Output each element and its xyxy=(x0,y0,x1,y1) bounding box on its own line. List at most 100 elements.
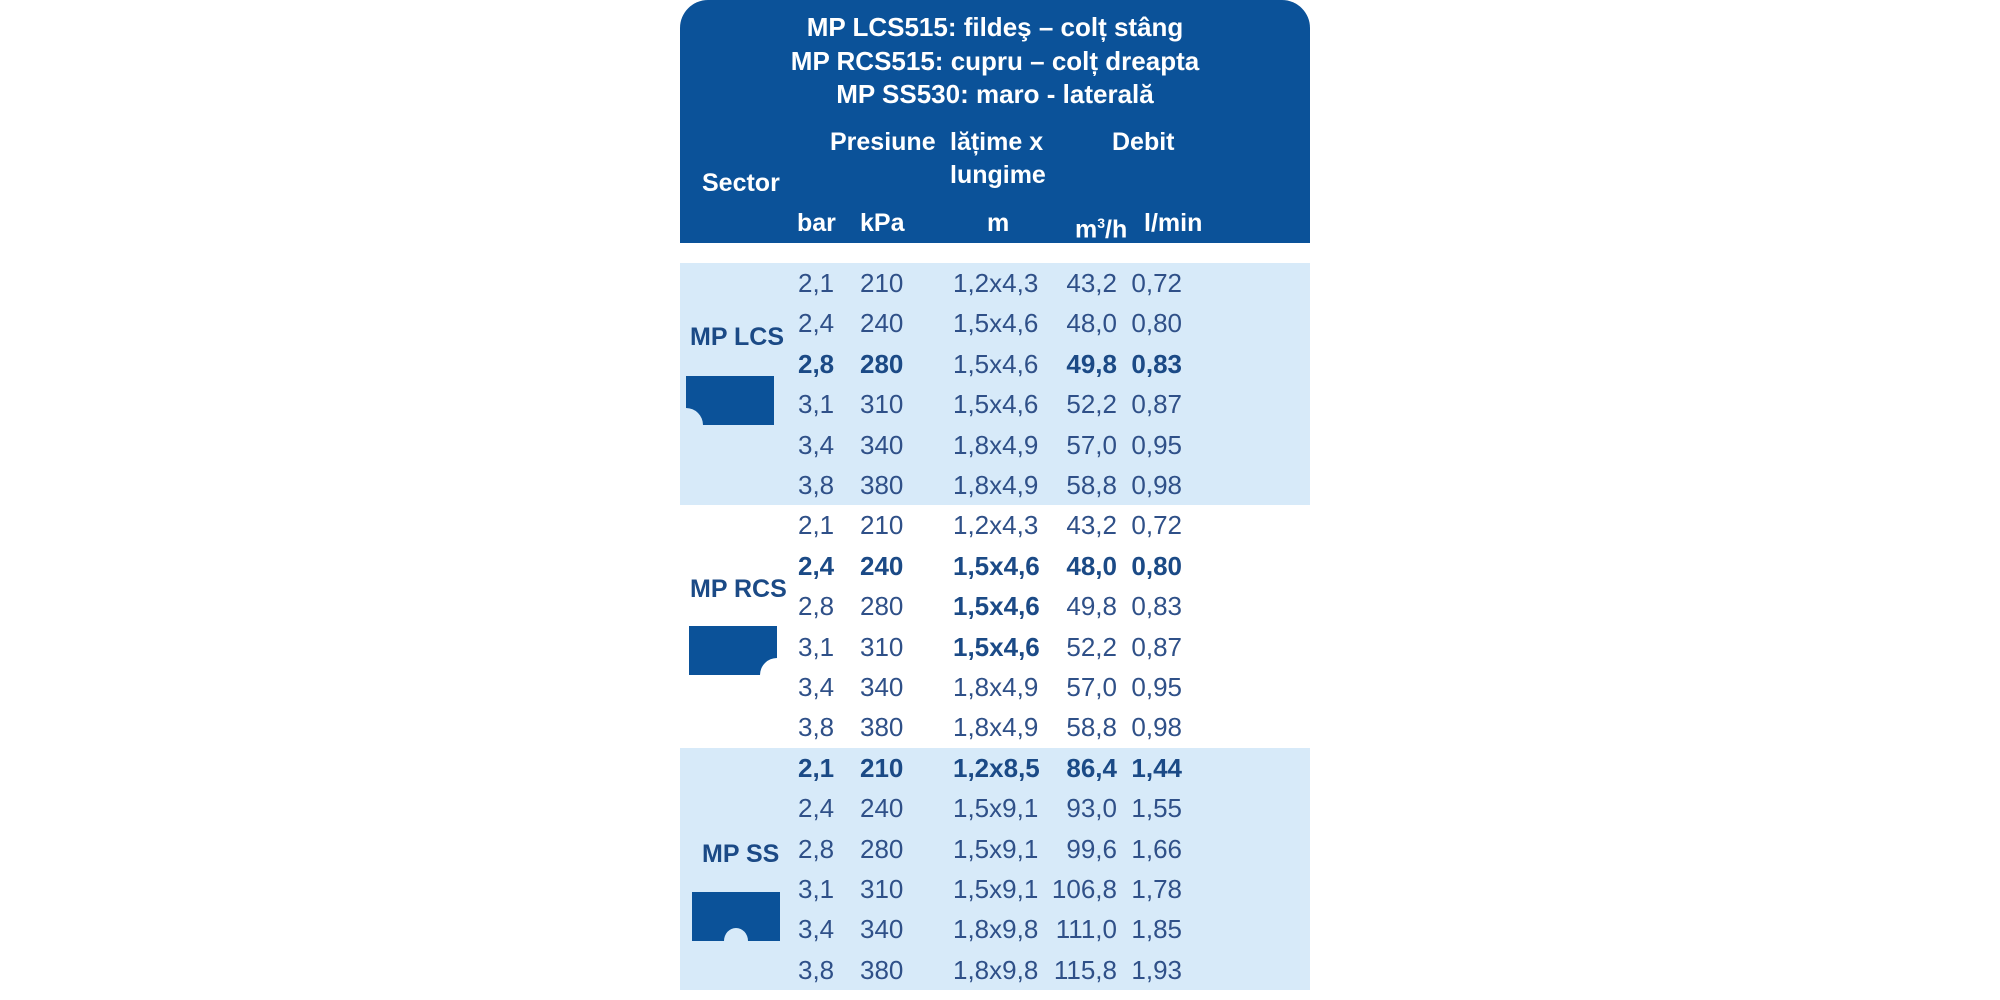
table-row: 2,8 280 1,5x4,6 49,8 0,83 xyxy=(680,344,1310,384)
cell-bar: 2,4 xyxy=(798,550,835,581)
sector-label-ss: MP SS xyxy=(702,840,780,868)
table-row: 2,4 240 1,5x9,1 93,0 1,55 xyxy=(680,788,1310,828)
cell-kpa: 310 xyxy=(860,389,904,420)
cell-flow-lmin: 0,95 xyxy=(1131,672,1182,702)
table-row: 3,8 380 1,8x4,9 58,8 0,98 xyxy=(680,465,1310,505)
cell-flow-lmin: 0,83 xyxy=(1131,348,1182,379)
cell-bar: 3,8 xyxy=(798,470,835,500)
header-sector: Sector xyxy=(702,169,780,197)
cell-size: 1,5x4,6 xyxy=(953,631,1040,662)
cell-size: 1,5x4,6 xyxy=(953,308,1039,339)
cell-bar: 2,8 xyxy=(798,833,835,864)
cell-flow-m3h: 99,6 xyxy=(1066,833,1117,864)
cell-flow-lmin: 1,66 xyxy=(1131,833,1182,864)
nozzle-performance-table: MP LCS515: fildeş – colț stâng MP RCS515… xyxy=(680,0,1310,1000)
cell-flow-lmin: 0,87 xyxy=(1131,389,1182,420)
table-row: 3,1 310 1,5x9,1 106,8 1,78 xyxy=(680,869,1310,909)
header-presiune: Presiune xyxy=(830,128,936,156)
table-row: 2,4 240 1,5x4,6 48,0 0,80 xyxy=(680,303,1310,343)
unit-bar: bar xyxy=(797,209,836,237)
cell-flow-m3h: 115,8 xyxy=(1053,954,1117,985)
cell-kpa: 280 xyxy=(860,591,904,622)
cell-bar: 3,1 xyxy=(798,389,835,420)
header-debit: Debit xyxy=(1112,128,1175,156)
cell-size: 1,8x4,9 xyxy=(953,470,1039,500)
unit-m: m xyxy=(987,209,1010,237)
side-strip-sector-icon xyxy=(692,892,780,941)
cell-bar: 2,1 xyxy=(798,510,835,541)
cell-flow-m3h: 58,8 xyxy=(1066,712,1117,743)
cell-kpa: 240 xyxy=(860,793,904,824)
cell-flow-lmin: 1,93 xyxy=(1131,954,1182,985)
cell-flow-lmin: 0,87 xyxy=(1131,631,1182,662)
cell-flow-m3h: 48,0 xyxy=(1066,550,1117,581)
sector-label-lcs: MP LCS xyxy=(690,323,784,351)
table-row: 2,8 280 1,5x4,6 49,8 0,83 xyxy=(680,586,1310,626)
cell-size: 1,2x8,5 xyxy=(953,752,1040,783)
cell-kpa: 310 xyxy=(860,874,904,904)
table-row: 2,1 210 1,2x4,3 43,2 0,72 xyxy=(680,505,1310,545)
cell-size: 1,8x4,9 xyxy=(953,712,1039,743)
unit-kpa: kPa xyxy=(860,209,905,237)
cell-size: 1,8x4,9 xyxy=(953,429,1039,460)
table-row: 3,4 340 1,8x4,9 57,0 0,95 xyxy=(680,667,1310,707)
cell-flow-m3h: 43,2 xyxy=(1066,268,1117,298)
title-line-lcs: MP LCS515: fildeş – colț stâng xyxy=(806,12,1184,42)
title-line-rcs: MP RCS515: cupru – colț dreapta xyxy=(790,46,1200,76)
cell-bar: 3,1 xyxy=(798,874,835,904)
cell-flow-m3h: 52,2 xyxy=(1066,631,1117,662)
table-row: 2,8 280 1,5x9,1 99,6 1,66 xyxy=(680,829,1310,869)
cell-flow-lmin: 0,80 xyxy=(1131,308,1182,339)
cell-flow-m3h: 57,0 xyxy=(1066,429,1117,460)
cell-flow-m3h: 57,0 xyxy=(1066,672,1117,702)
cell-bar: 3,1 xyxy=(798,631,835,662)
cell-flow-lmin: 0,95 xyxy=(1131,429,1182,460)
cell-size: 1,2x4,3 xyxy=(953,268,1039,298)
cell-size: 1,2x4,3 xyxy=(953,510,1039,541)
cell-flow-lmin: 0,83 xyxy=(1131,591,1182,622)
cell-kpa: 340 xyxy=(860,672,904,702)
cell-kpa: 210 xyxy=(860,752,904,783)
cell-kpa: 210 xyxy=(860,268,904,298)
unit-m3h-base: m xyxy=(1075,215,1098,244)
cell-flow-m3h: 93,0 xyxy=(1066,793,1117,824)
cell-kpa: 380 xyxy=(860,954,904,985)
cell-size: 1,5x9,1 xyxy=(953,793,1039,824)
table-row: 3,4 340 1,8x9,8 111,0 1,85 xyxy=(680,909,1310,949)
cell-kpa: 240 xyxy=(860,308,904,339)
cell-flow-lmin: 0,98 xyxy=(1131,712,1182,743)
table-row: 3,8 380 1,8x4,9 58,8 0,98 xyxy=(680,707,1310,747)
right-corner-sector-icon xyxy=(689,626,777,675)
cell-size: 1,5x4,6 xyxy=(953,389,1039,420)
cell-flow-m3h: 111,0 xyxy=(1055,914,1117,945)
header-latime: lățime x xyxy=(950,128,1044,156)
cell-flow-m3h: 49,8 xyxy=(1066,591,1117,622)
cell-kpa: 210 xyxy=(860,510,904,541)
unit-m3h: m3/h xyxy=(1075,207,1127,245)
cell-kpa: 340 xyxy=(860,429,904,460)
cell-flow-m3h: 43,2 xyxy=(1066,510,1117,541)
cell-kpa: 280 xyxy=(860,833,904,864)
cell-flow-lmin: 0,72 xyxy=(1131,268,1182,298)
cell-bar: 2,8 xyxy=(798,591,835,622)
cell-flow-m3h: 58,8 xyxy=(1066,470,1117,500)
cell-kpa: 380 xyxy=(860,470,904,500)
cell-bar: 2,8 xyxy=(798,348,835,379)
table-row: 2,1 210 1,2x8,5 86,4 1,44 xyxy=(680,748,1310,788)
cell-flow-m3h: 48,0 xyxy=(1066,308,1117,339)
cell-flow-m3h: 86,4 xyxy=(1066,752,1117,783)
cell-kpa: 340 xyxy=(860,914,904,945)
cell-flow-m3h: 106,8 xyxy=(1051,874,1117,904)
cell-bar: 3,8 xyxy=(798,954,835,985)
cell-bar: 3,4 xyxy=(798,429,835,460)
cell-bar: 3,8 xyxy=(798,712,835,743)
cell-size: 1,5x4,6 xyxy=(953,348,1039,379)
cell-flow-lmin: 0,80 xyxy=(1131,550,1182,581)
cell-kpa: 280 xyxy=(860,348,904,379)
cell-flow-lmin: 1,55 xyxy=(1131,793,1182,824)
cell-size: 1,5x9,1 xyxy=(953,833,1039,864)
table-row: 2,4 240 1,5x4,6 48,0 0,80 xyxy=(680,546,1310,586)
cell-flow-m3h: 52,2 xyxy=(1066,389,1117,420)
cell-flow-lmin: 1,44 xyxy=(1131,752,1182,783)
table-header: MP LCS515: fildeş – colț stâng MP RCS515… xyxy=(680,0,1310,243)
